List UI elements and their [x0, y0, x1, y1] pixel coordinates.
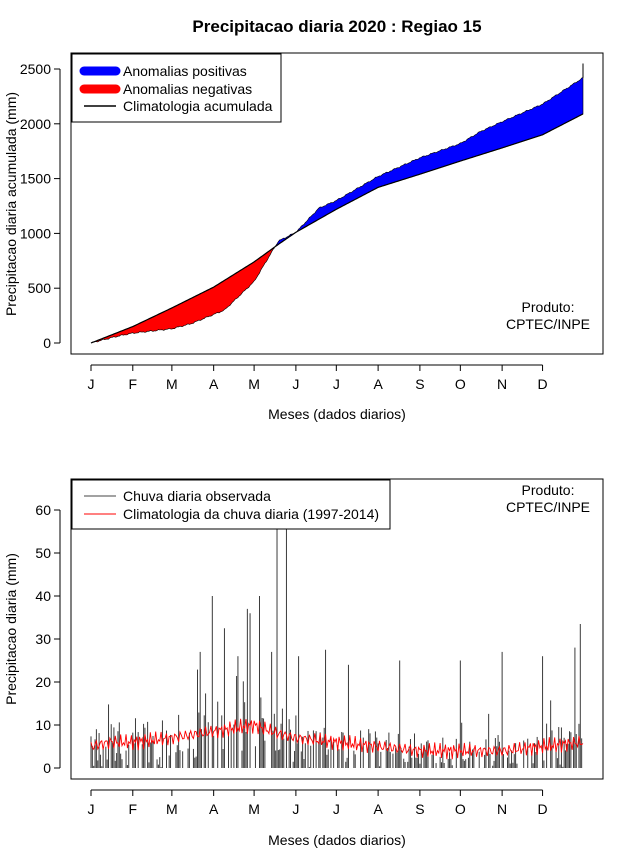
- legend-label-daily-climatology: Climatologia da chuva diaria (1997-2014): [123, 506, 379, 522]
- legend-label-observed: Chuva diaria observada: [123, 488, 271, 504]
- cumulative-plot-frame: [70, 52, 604, 355]
- daily-plot-area: [90, 479, 584, 768]
- y-tick-label: 40: [35, 588, 51, 604]
- cumulative-y-label: Precipitacao diaria acumulada (mm): [3, 92, 19, 316]
- x-tick-label: N: [497, 376, 507, 392]
- legend-label-climatology: Climatologia acumulada: [123, 98, 273, 114]
- legend-label-negative: Anomalias negativas: [123, 81, 252, 97]
- x-tick-label: D: [537, 801, 547, 817]
- y-tick-label: 2500: [20, 61, 51, 77]
- x-tick-label: S: [415, 801, 424, 817]
- y-tick-label: 10: [35, 717, 51, 733]
- product-label: Produto:: [522, 482, 575, 498]
- y-tick-label: 50: [35, 545, 51, 561]
- cumulative-x-label: Meses (dados diarios): [268, 406, 406, 422]
- daily-legend: Chuva diaria observada Climatologia da c…: [71, 479, 391, 530]
- y-tick-label: 1000: [20, 225, 51, 241]
- x-tick-label: M: [166, 376, 178, 392]
- x-tick-label: M: [248, 801, 260, 817]
- chart-title: Precipitacao diaria 2020 : Regiao 15: [192, 17, 481, 36]
- daily-chart: 0 10 20 30 40 50 60 J F M A M J J A S O N D Meses (dados …: [3, 478, 604, 848]
- cumulative-y-axis: 0 500 1000 1500 2000 2500: [20, 61, 61, 351]
- daily-x-label: Meses (dados diarios): [268, 832, 406, 848]
- x-tick-label: N: [497, 801, 507, 817]
- x-tick-label: A: [373, 376, 383, 392]
- x-tick-label: J: [292, 376, 299, 392]
- x-tick-label: J: [88, 801, 95, 817]
- legend-label-positive: Anomalias positivas: [123, 63, 247, 79]
- daily-y-axis: 0 10 20 30 40 50 60: [35, 502, 61, 776]
- x-tick-label: M: [248, 376, 260, 392]
- cumulative-plot-area: [90, 63, 584, 344]
- x-tick-label: J: [88, 376, 95, 392]
- product-source: CPTEC/INPE: [506, 499, 590, 515]
- daily-y-label: Precipitacao diaria (mm): [3, 553, 19, 705]
- x-tick-label: A: [373, 801, 383, 817]
- y-tick-label: 500: [28, 280, 52, 296]
- daily-plot-frame: [70, 478, 604, 780]
- y-tick-label: 60: [35, 502, 51, 518]
- x-tick-label: O: [455, 376, 466, 392]
- y-tick-label: 1500: [20, 171, 51, 187]
- x-tick-label: J: [333, 801, 340, 817]
- anomaly-positive-area: [296, 77, 584, 233]
- x-tick-label: S: [415, 376, 424, 392]
- x-tick-label: O: [455, 801, 466, 817]
- y-tick-label: 2000: [20, 116, 51, 132]
- cumulative-legend: Anomalias positivas Anomalias negativas …: [71, 53, 282, 123]
- y-tick-label: 30: [35, 631, 51, 647]
- x-tick-label: J: [333, 376, 340, 392]
- y-tick-label: 0: [43, 760, 51, 776]
- daily-climatology-line: [90, 718, 584, 760]
- y-tick-label: 20: [35, 674, 51, 690]
- x-tick-label: J: [292, 801, 299, 817]
- y-tick-label: 0: [43, 335, 51, 351]
- x-tick-label: A: [209, 801, 219, 817]
- x-tick-label: M: [166, 801, 178, 817]
- x-tick-label: A: [209, 376, 219, 392]
- product-label: Produto:: [522, 299, 575, 315]
- climatology-line: [90, 113, 584, 344]
- anomaly-negative-area: [93, 246, 275, 343]
- product-source: CPTEC/INPE: [506, 316, 590, 332]
- x-tick-label: D: [537, 376, 547, 392]
- cumulative-chart: Precipitacao diaria 2020 : Regiao 15 0 50…: [3, 17, 604, 422]
- x-tick-label: F: [129, 376, 138, 392]
- x-tick-label: F: [129, 801, 138, 817]
